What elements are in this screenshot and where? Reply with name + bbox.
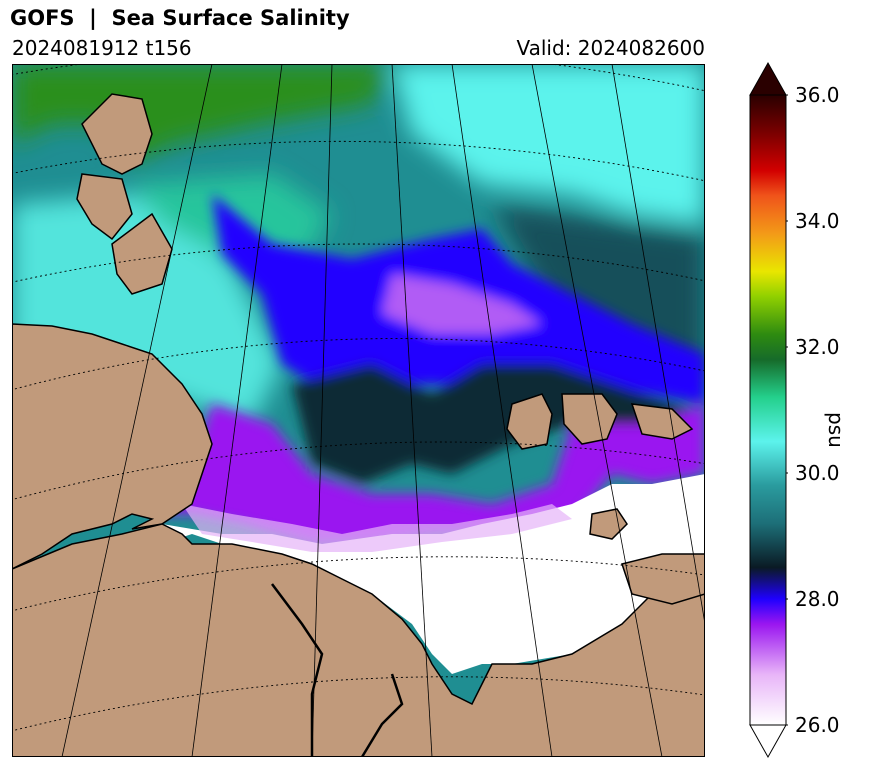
latitude-line (12, 338, 705, 391)
colorbar (748, 60, 790, 760)
latitude-line (12, 140, 705, 182)
meridian-line (391, 64, 433, 757)
cyan-field-west (12, 194, 282, 424)
cyan-field (392, 64, 705, 224)
arctic-archipelago-mid (76, 173, 133, 241)
mainland (12, 323, 213, 570)
colorbar-gradient (749, 94, 787, 726)
colorbar-tick-label: 28.0 (795, 587, 840, 611)
colorbar-min-extension (749, 724, 787, 759)
latitude-line (12, 243, 705, 283)
meridian-line (311, 64, 333, 757)
arctic-archipelago-south (111, 212, 173, 295)
meridian-line (61, 64, 213, 757)
latitude-line (12, 441, 705, 501)
colorbar-tick-label: 30.0 (795, 461, 840, 485)
colorbar-tick-label: 36.0 (795, 83, 840, 107)
run-label: 2024081912 t156 (12, 36, 192, 60)
colorbar-unit-label: psu (824, 412, 848, 448)
meridian-line (611, 64, 705, 625)
purple-core (382, 274, 542, 334)
latitude-line (12, 556, 705, 612)
river-east (360, 673, 404, 757)
valid-time-label: Valid: 2024082600 (516, 36, 705, 60)
colorbar-tick-label: 26.0 (795, 713, 840, 737)
salinity-map[interactable] (12, 64, 705, 757)
lavender-fringe (182, 504, 572, 552)
rivers (271, 583, 404, 757)
meridian-line (451, 64, 553, 757)
map-border (12, 64, 705, 757)
meridian-line (531, 64, 663, 757)
colorbar-tick-label: 32.0 (795, 335, 840, 359)
chart-title: GOFS | Sea Surface Salinity (10, 6, 350, 30)
fresh-water-zone (162, 474, 705, 674)
river-west (271, 583, 324, 757)
severnaya-island-east (630, 403, 694, 440)
peninsula-east (621, 553, 705, 605)
colorbar-tick-label: 34.0 (795, 209, 840, 233)
meridian-line (191, 64, 283, 757)
land-masses (12, 93, 705, 757)
colorbar-max-extension (749, 61, 787, 96)
severnaya-island-main (561, 393, 618, 445)
latitude-line (12, 676, 705, 732)
green-field (12, 64, 392, 164)
severnaya-island-west (506, 393, 553, 450)
meridians (61, 64, 705, 757)
